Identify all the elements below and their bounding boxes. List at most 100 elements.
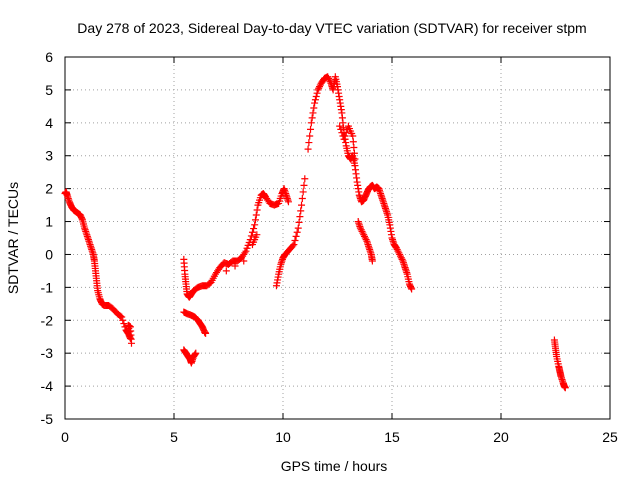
data-point: [120, 320, 128, 328]
data-point: [408, 285, 416, 293]
data-point: [118, 313, 126, 321]
data-point: [341, 132, 349, 140]
plot-frame: [64, 56, 611, 420]
x-tick-label: 10: [275, 429, 291, 445]
data-series-3: [180, 308, 210, 337]
x-tick-label: 25: [602, 429, 618, 445]
data-point: [231, 262, 239, 270]
data-point: [361, 234, 369, 242]
data-point: [314, 86, 322, 94]
data-point: [119, 316, 127, 324]
data-point: [395, 249, 403, 257]
data-point: [251, 216, 259, 224]
data-point: [360, 232, 368, 240]
data-point: [192, 349, 200, 357]
y-tick-label: 1: [45, 214, 53, 230]
data-point: [310, 104, 318, 112]
data-point: [394, 247, 402, 255]
data-point: [248, 228, 256, 236]
data-point: [250, 225, 258, 233]
axis-ticks: [64, 56, 611, 420]
data-point: [358, 227, 366, 235]
data-point: [117, 312, 125, 320]
data-point: [393, 246, 401, 254]
data-point: [241, 249, 249, 257]
data-point: [337, 125, 345, 133]
x-axis-label: GPS time / hours: [281, 458, 388, 474]
data-point: [299, 188, 307, 196]
data-point: [392, 244, 400, 252]
x-tick-label: 20: [493, 429, 509, 445]
data-point: [359, 229, 367, 237]
data-point: [351, 155, 359, 163]
x-tick-label: 5: [170, 429, 178, 445]
data-point: [251, 221, 259, 229]
data-points: [61, 73, 569, 392]
data-series-4: [180, 346, 200, 367]
data-point: [336, 122, 344, 130]
data-point: [301, 175, 309, 183]
data-point: [362, 236, 370, 244]
data-point: [304, 145, 312, 153]
data-point: [340, 135, 348, 143]
data-point: [127, 339, 135, 347]
data-series-1: [61, 188, 135, 347]
data-point: [290, 241, 298, 249]
y-tick-label: 0: [45, 246, 53, 262]
y-tick-label: -5: [41, 411, 54, 427]
data-point: [295, 218, 303, 226]
data-point: [292, 232, 300, 240]
y-tick-label: 6: [45, 49, 53, 65]
x-tick-label: 0: [61, 429, 69, 445]
data-point: [293, 228, 301, 236]
data-point: [202, 329, 210, 337]
data-point: [296, 213, 304, 221]
data-point: [326, 78, 334, 86]
data-point: [305, 139, 313, 147]
data-point: [311, 96, 319, 104]
data-series-5: [272, 73, 416, 293]
data-point: [222, 267, 230, 275]
data-point: [289, 242, 297, 250]
data-point: [306, 132, 314, 140]
data-point: [368, 257, 376, 265]
data-point: [300, 181, 308, 189]
data-series-2: [180, 185, 292, 301]
y-tick-label: -1: [41, 279, 54, 295]
data-point: [298, 195, 306, 203]
data-point: [253, 231, 261, 239]
data-point: [307, 119, 315, 127]
data-point: [298, 201, 306, 209]
y-tick-label: -3: [41, 345, 54, 361]
chart-title: Day 278 of 2023, Sidereal Day-to-day VTE…: [77, 20, 586, 36]
data-point: [284, 198, 292, 206]
data-point: [311, 99, 319, 107]
data-point: [247, 232, 255, 240]
y-tick-label: -4: [41, 378, 54, 394]
data-point: [313, 89, 321, 97]
data-point: [307, 125, 315, 133]
data-series-6: [550, 336, 569, 392]
data-point: [253, 206, 261, 214]
data-point: [297, 207, 305, 215]
data-point: [396, 252, 404, 260]
data-point: [309, 109, 317, 117]
data-point: [252, 211, 260, 219]
data-point: [316, 83, 324, 91]
x-tick-label: 15: [384, 429, 400, 445]
data-point: [396, 250, 404, 258]
y-tick-label: 4: [45, 115, 53, 131]
grid-lines: [65, 57, 610, 419]
data-point: [397, 254, 405, 262]
y-tick-label: 2: [45, 181, 53, 197]
y-tick-label: -2: [41, 312, 54, 328]
data-point: [308, 114, 316, 122]
data-point: [325, 74, 333, 82]
data-point: [356, 224, 364, 232]
data-point: [291, 236, 299, 244]
data-point: [294, 224, 302, 232]
data-point: [398, 255, 406, 263]
data-point: [240, 257, 248, 265]
y-tick-label: 3: [45, 148, 53, 164]
